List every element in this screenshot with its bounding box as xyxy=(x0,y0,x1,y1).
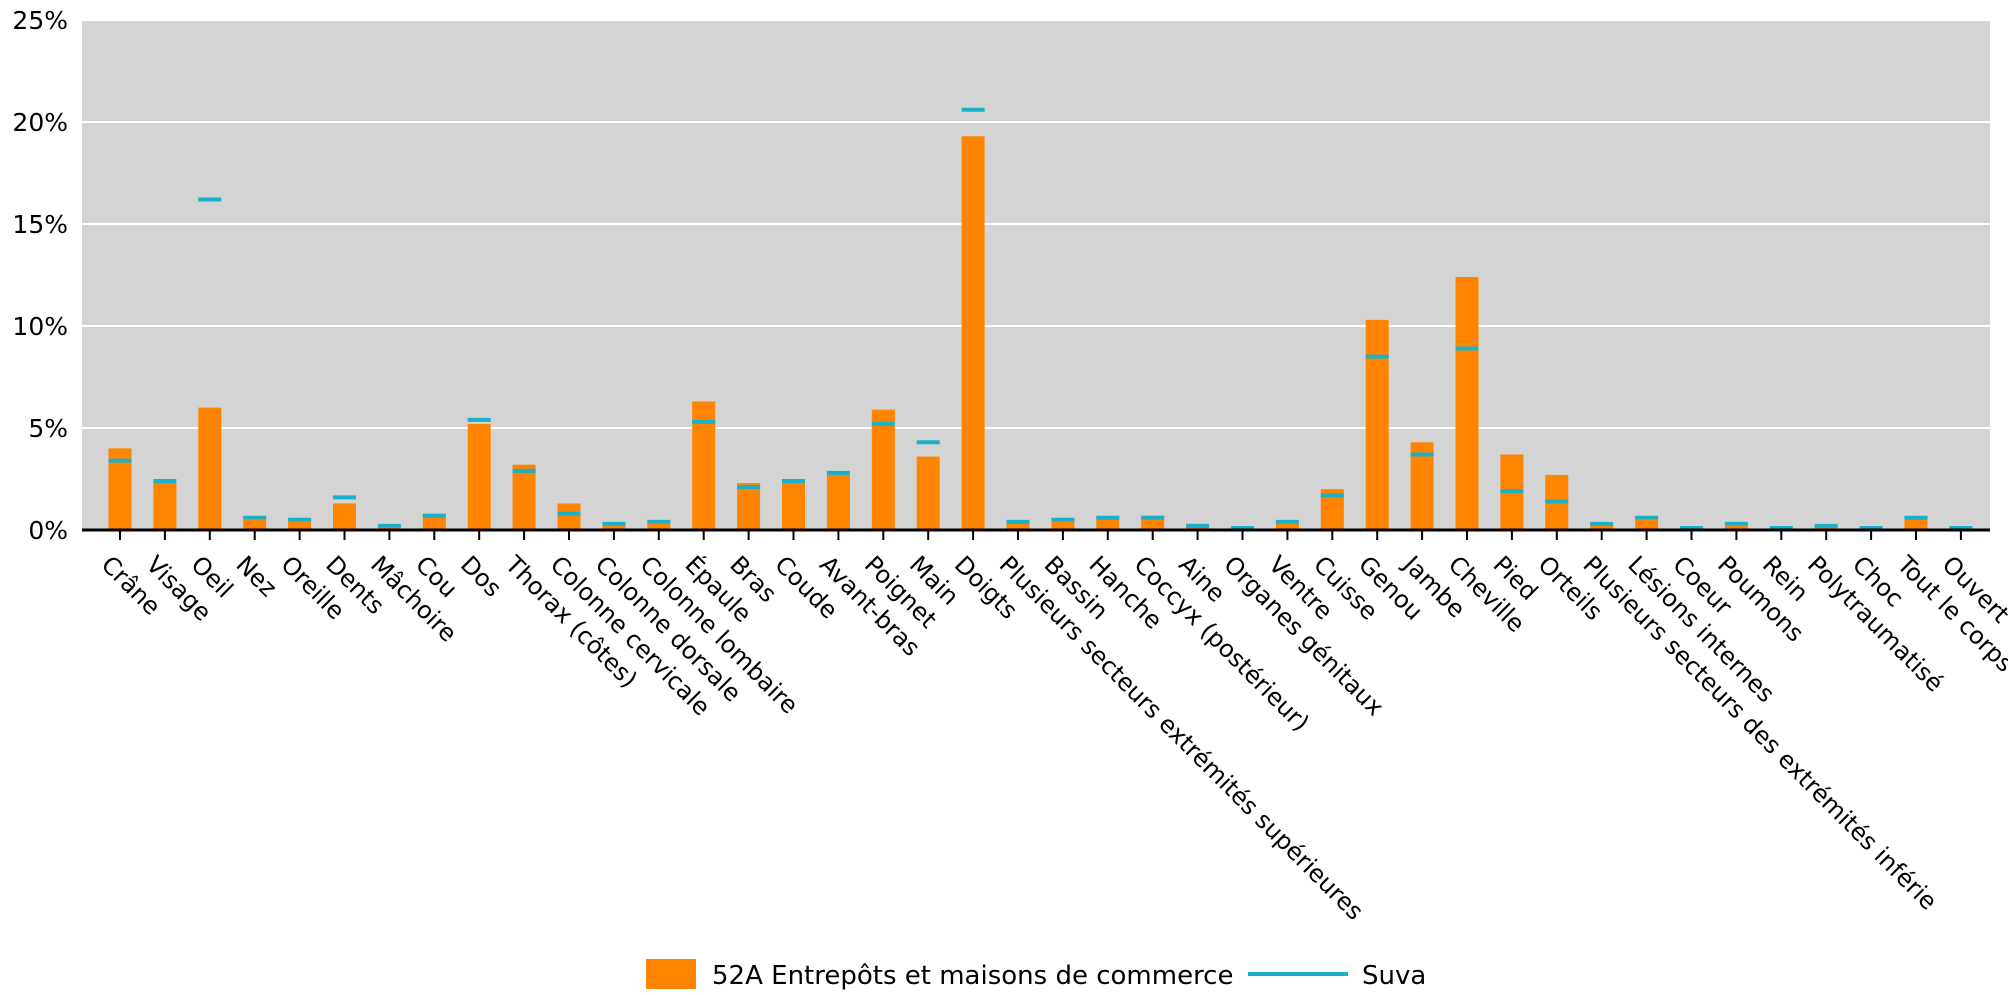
bar xyxy=(198,407,222,530)
bar xyxy=(737,483,761,530)
y-tick-label: 15% xyxy=(12,210,68,239)
bar xyxy=(692,401,716,530)
legend-label-marker: Suva xyxy=(1362,961,1426,991)
x-tick-label: Nez xyxy=(230,550,282,602)
legend: 52A Entrepôts et maisons de commerce Suv… xyxy=(646,959,1426,991)
bar xyxy=(333,503,356,530)
y-tick-label: 10% xyxy=(12,312,68,341)
bar xyxy=(871,409,895,530)
bar xyxy=(512,464,536,530)
bar xyxy=(1814,525,1838,530)
bar xyxy=(422,513,446,530)
bar xyxy=(1096,517,1120,530)
y-axis-ticks: 0% 5% 10% 15% 20% 25% xyxy=(12,6,68,545)
x-axis-ticks: CrâneVisageOeilNezOreilleDentsMâchoireCo… xyxy=(96,530,2008,926)
bar xyxy=(602,523,626,530)
legend-label-bars: 52A Entrepôts et maisons de commerce xyxy=(712,961,1233,991)
y-tick-label: 0% xyxy=(28,516,68,545)
bar xyxy=(1455,277,1479,530)
bar xyxy=(153,481,177,530)
bar xyxy=(1320,489,1344,530)
bar xyxy=(1904,517,1928,530)
bar xyxy=(961,136,985,530)
plot-background xyxy=(82,20,1990,530)
bar xyxy=(243,519,267,530)
bar xyxy=(1365,319,1389,530)
y-tick-label: 25% xyxy=(12,6,68,35)
bar xyxy=(826,474,850,530)
bar xyxy=(557,503,581,530)
legend-swatch-bars xyxy=(646,959,696,989)
bar xyxy=(467,423,491,530)
bar xyxy=(1051,521,1075,530)
bar xyxy=(1635,519,1659,530)
bar xyxy=(288,521,312,530)
bar xyxy=(916,456,940,530)
x-tick-label: Dos xyxy=(455,550,507,602)
bar xyxy=(647,523,671,530)
bar xyxy=(1275,523,1299,530)
y-tick-label: 5% xyxy=(28,414,68,443)
grid-lines xyxy=(82,19,1990,429)
bar xyxy=(1724,525,1748,530)
bar xyxy=(1410,442,1434,530)
bar xyxy=(108,448,132,530)
marker-series xyxy=(108,107,1973,530)
bar xyxy=(782,481,805,530)
y-tick-label: 20% xyxy=(12,108,68,137)
bar xyxy=(1590,523,1614,530)
bar xyxy=(1006,521,1030,530)
